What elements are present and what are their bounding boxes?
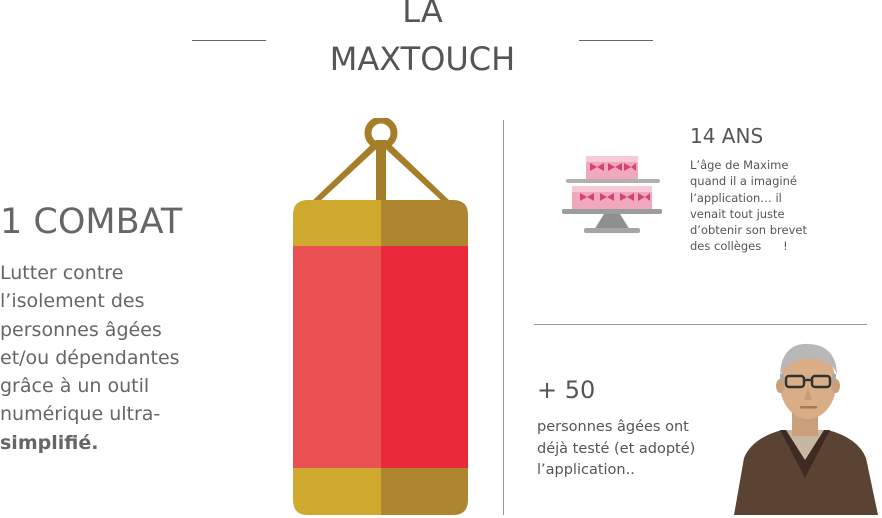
users-description: personnes âgées ont déjà testé (et adopt… bbox=[537, 417, 712, 482]
title-right-rule bbox=[579, 40, 653, 41]
combat-line: Lutter contre bbox=[0, 262, 124, 284]
age-line: venait tout juste bbox=[690, 206, 785, 221]
combat-line: personnes âgées bbox=[0, 318, 162, 341]
combat-line-strong: simplifié. bbox=[0, 431, 99, 454]
vertical-divider bbox=[503, 120, 504, 515]
age-line: quand il a imaginé bbox=[690, 174, 797, 189]
age-line: d’obtenir son brevet bbox=[690, 223, 807, 238]
elderly-man-icon bbox=[734, 343, 878, 515]
combat-description: Lutter contre l’isolement des personnes … bbox=[0, 259, 200, 457]
title-left-rule bbox=[192, 40, 266, 41]
age-description: L’âge de Maxime quand il a imaginé l’app… bbox=[690, 157, 820, 255]
age-line: l’application… il bbox=[690, 190, 782, 205]
horizontal-divider bbox=[534, 324, 867, 325]
combat-line: l’isolement des bbox=[0, 290, 145, 313]
combat-line: numérique ultra- bbox=[0, 403, 161, 426]
users-line: déjà testé (et adopté) bbox=[537, 440, 696, 457]
birthday-cake-icon bbox=[562, 156, 662, 233]
combat-heading: 1 COMBAT bbox=[0, 202, 183, 242]
combat-line: grâce à un outil bbox=[0, 375, 150, 398]
page-title-line-1: LA bbox=[402, 0, 443, 30]
users-line: l’application.. bbox=[537, 462, 635, 478]
age-heading: 14 ANS bbox=[690, 124, 764, 148]
age-line: L’âge de Maxime bbox=[690, 158, 789, 172]
combat-line: et/ou dépendantes bbox=[0, 346, 180, 369]
age-line: des collèges ! bbox=[690, 239, 788, 254]
users-line: personnes âgées ont bbox=[537, 419, 689, 435]
punching-bag-icon bbox=[293, 118, 468, 515]
page-title-line-2: MAXTOUCH bbox=[329, 40, 516, 78]
page-title: LA MAXTOUCH bbox=[300, 0, 545, 80]
users-count-heading: + 50 bbox=[537, 376, 596, 404]
